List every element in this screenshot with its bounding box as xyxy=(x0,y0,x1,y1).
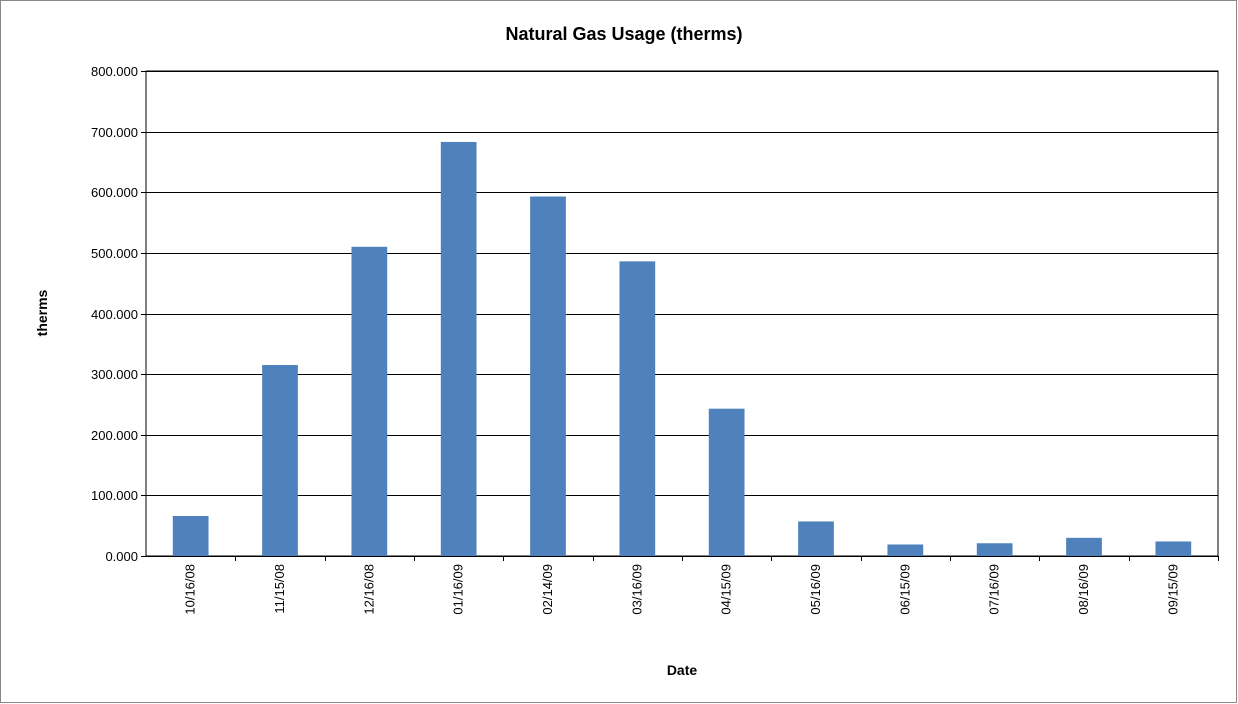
bars xyxy=(173,142,1191,556)
bar xyxy=(709,409,745,556)
bar xyxy=(173,516,209,556)
y-tick-label: 700.000 xyxy=(91,125,138,140)
x-tick-label: 06/15/09 xyxy=(897,564,912,615)
x-tick-label: 12/16/08 xyxy=(361,564,376,615)
x-tick-label: 10/16/08 xyxy=(183,564,198,615)
y-tick-label: 400.000 xyxy=(91,307,138,322)
x-tick-label: 11/15/08 xyxy=(272,564,287,614)
bar xyxy=(619,261,655,556)
y-axis-title: therms xyxy=(34,289,50,336)
bar xyxy=(262,365,298,556)
y-tick-label: 300.000 xyxy=(91,367,138,382)
x-axis-title: Date xyxy=(667,662,698,678)
plot-area-border xyxy=(146,71,1218,556)
bar xyxy=(1066,538,1102,556)
x-tick-label: 05/16/09 xyxy=(808,564,823,615)
y-tick-label: 600.000 xyxy=(91,185,138,200)
bar xyxy=(1155,541,1191,556)
gridlines xyxy=(141,71,1219,561)
bar xyxy=(441,142,477,556)
bar xyxy=(798,521,834,556)
bar xyxy=(887,544,923,556)
x-tick-label: 02/14/09 xyxy=(540,564,555,615)
bar xyxy=(530,196,566,556)
x-tick-label: 07/16/09 xyxy=(987,564,1002,615)
y-tick-label: 200.000 xyxy=(91,428,138,443)
x-tick-label: 03/16/09 xyxy=(629,564,644,615)
x-tick-label: 04/15/09 xyxy=(719,564,734,615)
y-tick-label: 500.000 xyxy=(91,246,138,261)
y-tick-label: 100.000 xyxy=(91,488,138,503)
bar xyxy=(977,543,1013,556)
bar xyxy=(351,247,387,556)
x-tick-label: 09/15/09 xyxy=(1165,564,1180,615)
y-tick-labels: 0.000 100.000 200.000 300.000 400.000 500.000… xyxy=(91,64,138,564)
y-tick-label: 800.000 xyxy=(91,64,138,79)
y-tick-label: 0.000 xyxy=(105,549,138,564)
x-tick-label: 01/16/09 xyxy=(451,564,466,615)
x-tick-label: 08/16/09 xyxy=(1076,564,1091,615)
chart-title: Natural Gas Usage (therms) xyxy=(505,24,742,44)
x-tick-labels: 10/16/08 11/15/08 12/16/08 01/16/09 02/14/09… xyxy=(183,564,1181,615)
